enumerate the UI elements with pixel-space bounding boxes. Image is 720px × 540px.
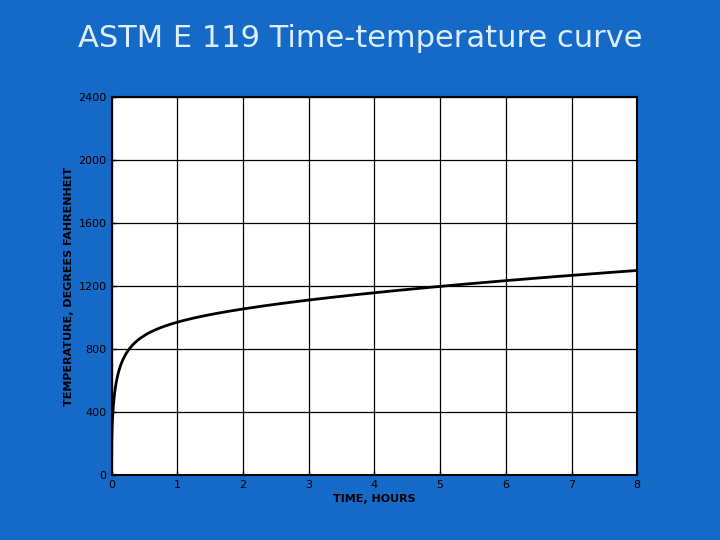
X-axis label: TIME, HOURS: TIME, HOURS — [333, 494, 415, 504]
Text: ASTM E 119 Time-temperature curve: ASTM E 119 Time-temperature curve — [78, 24, 642, 53]
Y-axis label: TEMPERATURE, DEGREES FAHRENHEIT: TEMPERATURE, DEGREES FAHRENHEIT — [64, 167, 74, 406]
